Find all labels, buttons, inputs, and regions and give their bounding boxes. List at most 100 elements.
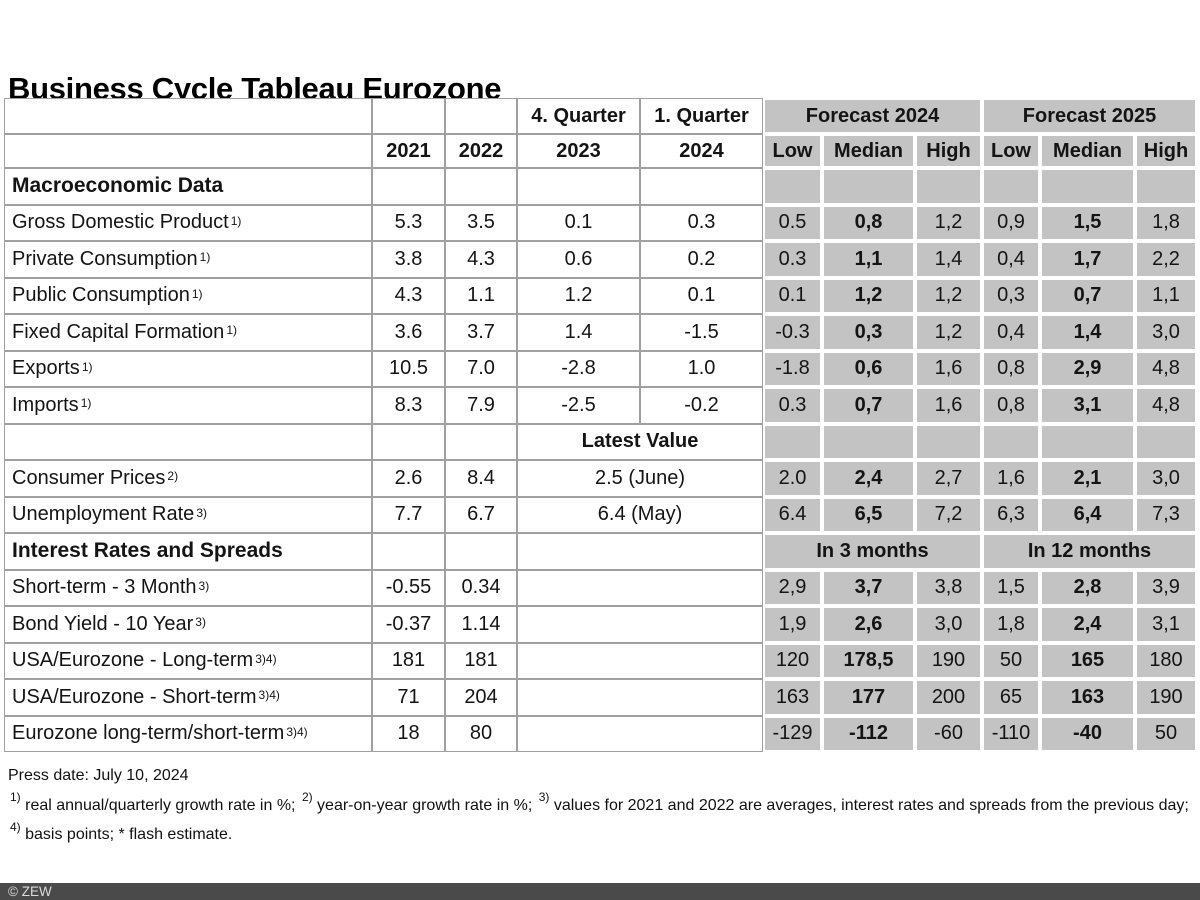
forecast-empty-cell (984, 425, 1038, 458)
footnote-segment: year-on-year growth rate in %; (312, 796, 537, 814)
forecast-empty-cell (1137, 170, 1195, 203)
row-label-text: Exports (12, 357, 80, 380)
row-label: Imports 1) (4, 387, 372, 424)
forecast-value-text: 190 (1149, 685, 1183, 708)
value-2021-text: 71 (397, 685, 420, 708)
forecast-value: -129 (765, 717, 820, 750)
row-label: USA/Eurozone - Short-term 3)4) (4, 679, 372, 716)
empty-cell (517, 715, 763, 752)
value-2021-text: -0.37 (385, 612, 432, 635)
forecast-sub-header: Low (984, 136, 1038, 166)
value-q1-2024-text: 0.1 (687, 284, 716, 307)
value-q1-2024: -0.2 (640, 387, 763, 424)
empty-cell (4, 423, 372, 460)
forecast-value: 0,4 (984, 316, 1038, 349)
forecast-value-text: 0,7 (1073, 284, 1102, 307)
forecast-value-text: 1,6 (934, 393, 963, 416)
section-header: Interest Rates and Spreads (4, 533, 372, 570)
forecast-sub-header-text: Low (991, 139, 1031, 162)
value-q4-2023-text: -2.5 (561, 393, 596, 416)
forecast-value: 4,8 (1137, 389, 1195, 422)
forecast-value-text: 163 (775, 685, 810, 708)
value-2022: 1.1 (445, 277, 517, 314)
forecast-empty-cell (1137, 425, 1195, 458)
value-2022: 7.0 (445, 350, 517, 387)
forecast-value-text: 3,9 (1152, 576, 1180, 599)
value-q4-2023: -2.8 (517, 350, 640, 387)
forecast-value-text: 2,6 (854, 612, 883, 635)
forecast-value-text: 1,5 (1073, 211, 1102, 234)
forecast-value: 163 (1042, 681, 1133, 714)
forecast-value: 190 (1137, 681, 1195, 714)
forecast-value-text: 0,3 (854, 320, 883, 343)
row-label-text: Eurozone long-term/short-term (12, 722, 285, 745)
forecast-value-text: 6.4 (778, 503, 807, 526)
col-header-q4-text: 4. Quarter (531, 104, 626, 127)
forecast-2025-header: Forecast 2025 (984, 100, 1195, 132)
year-header: 2021 (372, 134, 445, 168)
forecast-value-text: 177 (851, 685, 886, 708)
forecast-value-text: 1,2 (934, 284, 963, 307)
forecast-value: -40 (1042, 717, 1133, 750)
value-2022: 8.4 (445, 460, 517, 497)
value-2021: 4.3 (372, 277, 445, 314)
copyright-label: © ZEW (8, 884, 52, 899)
empty-cell (445, 533, 517, 570)
value-q4-2023: 1.2 (517, 277, 640, 314)
forecast-value: 1,5 (984, 571, 1038, 604)
value-q1-2024-text: 0.3 (687, 211, 716, 234)
forecast-value: -60 (917, 717, 980, 750)
value-2022-text: 6.7 (467, 503, 495, 526)
value-2022: 80 (445, 715, 517, 752)
row-label: Eurozone long-term/short-term 3)4) (4, 715, 372, 752)
forecast-value-text: 2,4 (854, 466, 883, 489)
business-cycle-table: 4. Quarter 1. Quarter Forecast 2024 Forecas… (4, 98, 1197, 752)
forecast-value: 4,8 (1137, 352, 1195, 385)
value-2021-text: 18 (397, 722, 420, 745)
value-2022: 3.5 (445, 204, 517, 241)
row-label-text: Public Consumption (12, 284, 190, 307)
row-label: Private Consumption 1) (4, 241, 372, 278)
forecast-value: 50 (1137, 717, 1195, 750)
value-q4-2023: 1.4 (517, 314, 640, 351)
forecast-value: 163 (765, 681, 820, 714)
value-2021-text: 8.3 (394, 393, 423, 416)
forecast-value: 3,0 (917, 608, 980, 641)
value-2022: 7.9 (445, 387, 517, 424)
value-2022-text: 1.1 (467, 284, 495, 307)
value-2021: 3.6 (372, 314, 445, 351)
forecast-value: 0.5 (765, 206, 820, 239)
forecast-value-text: 200 (931, 685, 966, 708)
forecast-value-text: 6,5 (854, 503, 883, 526)
forecast-value-text: 1,8 (1152, 211, 1180, 234)
table-footnotes: Press date: July 10, 2024 1) real annual… (8, 761, 1194, 850)
forecast-value: 2,7 (917, 462, 980, 495)
forecast-value: -112 (824, 717, 913, 750)
forecast-value-text: 0,6 (854, 357, 883, 380)
value-2022-text: 0.34 (461, 576, 501, 599)
forecast-value-text: 50 (1154, 722, 1178, 745)
forecast-value: 3,9 (1137, 571, 1195, 604)
forecast-value-text: 2,2 (1152, 247, 1180, 270)
value-q4-2023-text: -2.8 (561, 357, 596, 380)
latest-value-text: 6.4 (May) (597, 503, 683, 526)
value-2021-text: 3.6 (394, 320, 423, 343)
value-q1-2024-text: -1.5 (684, 320, 719, 343)
forecast-value-text: -112 (849, 722, 888, 745)
forecast-value: 0,3 (984, 279, 1038, 312)
forecast-value: 1,9 (765, 608, 820, 641)
value-2022: 1.14 (445, 606, 517, 643)
forecast-value-text: 3,7 (854, 576, 883, 599)
year-header-text: 2022 (458, 139, 504, 162)
forecast-value-text: 0,4 (997, 247, 1025, 270)
forecast-value-text: 1,1 (854, 247, 883, 270)
value-2021: 7.7 (372, 496, 445, 533)
forecast-value-text: 3,1 (1073, 393, 1102, 416)
value-2022-text: 8.4 (467, 466, 495, 489)
forecast-value-text: 120 (775, 649, 810, 672)
row-label-text: Consumer Prices (12, 466, 166, 489)
forecast-value-text: -129 (772, 722, 813, 745)
row-label-text: Short-term - 3 Month (12, 576, 197, 599)
forecast-empty-cell (824, 425, 913, 458)
value-q4-2023-text: 0.6 (564, 247, 593, 270)
